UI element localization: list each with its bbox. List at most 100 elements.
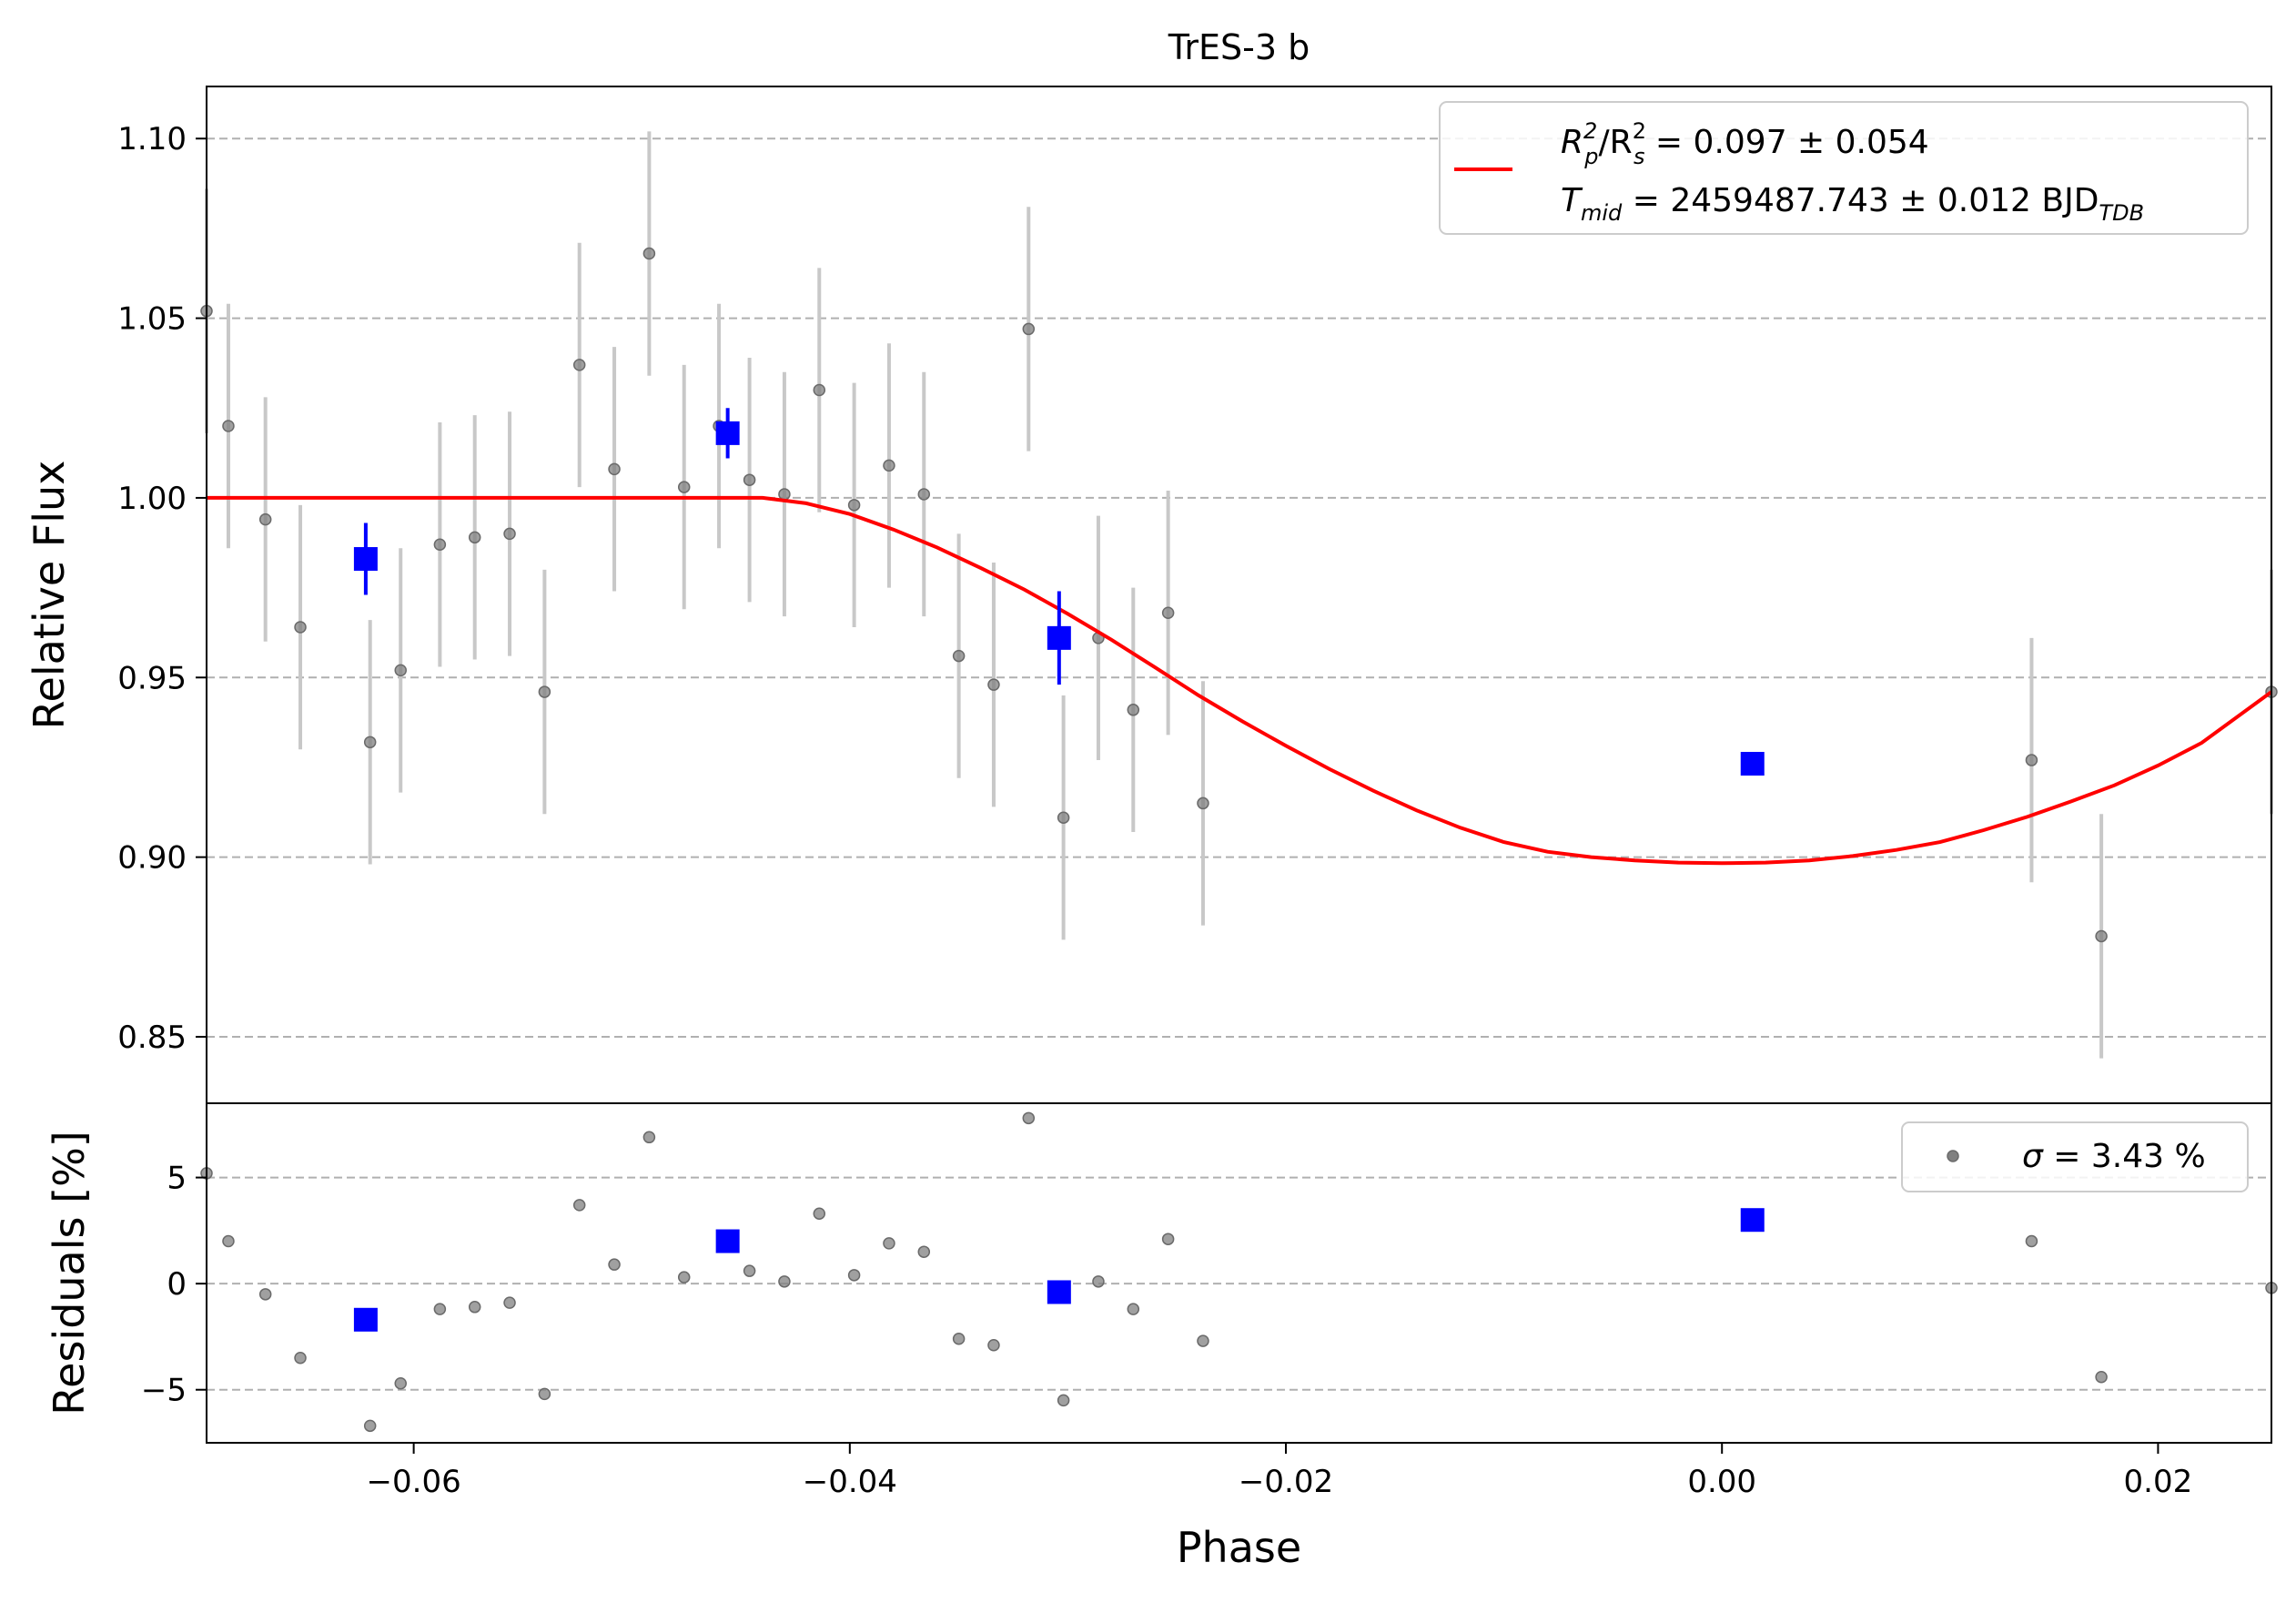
residual-raw-point <box>1022 1111 1036 1125</box>
flux-raw-point <box>2025 754 2038 766</box>
residual-raw-point <box>2095 1370 2108 1384</box>
phase-x-tick-label: −0.06 <box>367 1464 461 1500</box>
residuals-y-axis-label: Residuals [%] <box>45 1131 94 1415</box>
residual-raw-point <box>538 1387 551 1401</box>
residuals-raw-points <box>200 1111 2278 1433</box>
residuals-legend-box <box>1901 1121 2249 1192</box>
flux-raw-point <box>294 621 307 634</box>
flux-raw-point <box>1197 796 1209 810</box>
residuals-plot-frame <box>206 1102 2272 1444</box>
flux-binned-point <box>1740 752 1765 776</box>
residual-binned-point <box>715 1229 740 1253</box>
flux-y-tick-label: 0.95 <box>117 660 187 696</box>
residuals-y-tick-label: 0 <box>167 1266 187 1303</box>
residual-raw-point <box>952 1333 966 1345</box>
residual-raw-point <box>642 1131 656 1144</box>
residual-raw-point <box>1092 1275 1105 1288</box>
residual-raw-point <box>883 1237 895 1250</box>
flux-y-axis-label: Relative Flux <box>25 461 74 730</box>
flux-legend: R2 p/R2 s = 0.097 ± 0.054 Tmid = 2459487.7… <box>1439 101 2249 235</box>
residual-raw-point <box>222 1234 235 1248</box>
residuals-y-ticks: −5 0 5 <box>141 1161 207 1409</box>
residual-raw-point <box>1161 1233 1175 1245</box>
residual-raw-point <box>847 1269 861 1282</box>
flux-raw-point <box>642 247 656 260</box>
residual-raw-point <box>433 1303 447 1315</box>
legend-residual-marker <box>1947 1150 1959 1162</box>
phase-x-axis-label: Phase <box>1177 1523 1301 1572</box>
flux-raw-point <box>503 527 516 541</box>
residual-raw-point <box>394 1376 407 1390</box>
flux-raw-point <box>883 459 895 472</box>
residual-raw-point <box>294 1352 307 1365</box>
flux-binned-point <box>1047 625 1071 650</box>
residual-raw-point <box>1197 1334 1209 1347</box>
residual-raw-point <box>1127 1303 1140 1315</box>
flux-raw-point <box>363 736 377 749</box>
phase-x-tick-label: −0.04 <box>803 1464 897 1500</box>
flux-raw-point <box>677 481 691 493</box>
residual-raw-point <box>258 1288 272 1301</box>
flux-raw-point <box>2095 929 2108 943</box>
residuals-y-tick-label: 5 <box>167 1161 187 1197</box>
residual-raw-point <box>677 1271 691 1283</box>
residual-raw-point <box>503 1296 516 1309</box>
residual-raw-point <box>987 1339 1000 1352</box>
residuals-y-tick-label: −5 <box>141 1373 187 1409</box>
legend-model-label-line2: Tmid = 2459487.743 ± 0.012 BJDTDB <box>1561 182 2144 226</box>
flux-raw-point <box>572 359 586 371</box>
flux-raw-point <box>394 664 407 677</box>
residuals-legend: σ = 3.43 % <box>1901 1121 2249 1192</box>
flux-y-tick-label: 0.85 <box>117 1020 187 1056</box>
legend-residual-label: σ = 3.43 % <box>2022 1138 2206 1175</box>
flux-y-tick-label: 1.10 <box>117 121 187 157</box>
flux-y-tick-label: 0.90 <box>117 840 187 877</box>
phase-x-tick-label: −0.02 <box>1239 1464 1333 1500</box>
residual-raw-point <box>743 1264 756 1277</box>
flux-raw-point <box>433 538 447 551</box>
phase-x-tick-label: 0.00 <box>1687 1464 1756 1500</box>
phase-x-tick-label: 0.02 <box>2124 1464 2193 1500</box>
residual-raw-point <box>813 1207 826 1220</box>
residual-binned-point <box>353 1307 378 1332</box>
flux-raw-point <box>952 649 966 663</box>
residual-binned-point <box>1740 1208 1765 1233</box>
flux-raw-point <box>1022 322 1036 336</box>
phase-x-ticks: −0.06 −0.04 −0.02 0.00 0.02 <box>367 1443 2193 1500</box>
flux-raw-point <box>987 678 1000 691</box>
flux-y-ticks: 0.85 0.90 0.95 1.00 1.05 1.10 <box>117 121 207 1056</box>
residual-raw-point <box>2025 1234 2038 1248</box>
flux-raw-point <box>222 420 235 432</box>
flux-raw-point <box>813 383 826 397</box>
residual-binned-point <box>1047 1280 1071 1304</box>
flux-raw-point <box>1161 606 1175 619</box>
residual-raw-point <box>1057 1394 1070 1407</box>
legend-model-label-line1: R2 p/R2 s = 0.097 ± 0.054 <box>1561 118 1929 169</box>
flux-raw-points <box>200 247 2278 943</box>
flux-raw-point <box>743 473 756 486</box>
flux-raw-point <box>778 488 791 501</box>
flux-raw-point <box>1127 704 1140 716</box>
flux-raw-point <box>608 462 621 476</box>
flux-y-tick-label: 1.05 <box>117 301 187 338</box>
flux-binned-point <box>715 421 740 445</box>
flux-raw-point <box>538 685 551 698</box>
flux-panel: 0.85 0.90 0.95 1.00 1.05 1.10 TrES-3 b Relati… <box>25 27 2278 1104</box>
residual-raw-point <box>608 1258 621 1271</box>
flux-raw-point <box>847 499 861 512</box>
residual-raw-point <box>778 1275 791 1288</box>
chart-title: TrES-3 b <box>1168 27 1310 67</box>
residual-raw-point <box>363 1419 377 1433</box>
flux-raw-point <box>1057 811 1070 824</box>
flux-raw-point <box>917 488 931 501</box>
flux-binned-point <box>353 547 378 572</box>
flux-legend-box <box>1439 101 2249 235</box>
transit-model-curve <box>207 495 2273 866</box>
flux-raw-point <box>468 531 481 544</box>
residual-raw-point <box>468 1301 481 1314</box>
flux-binned-points <box>353 421 1765 776</box>
residual-raw-point <box>572 1199 586 1212</box>
residual-raw-point <box>917 1245 931 1258</box>
residuals-panel: −5 0 5 −0.06 −0.04 −0.02 0.00 0.02 Residuals [… <box>45 1102 2278 1572</box>
